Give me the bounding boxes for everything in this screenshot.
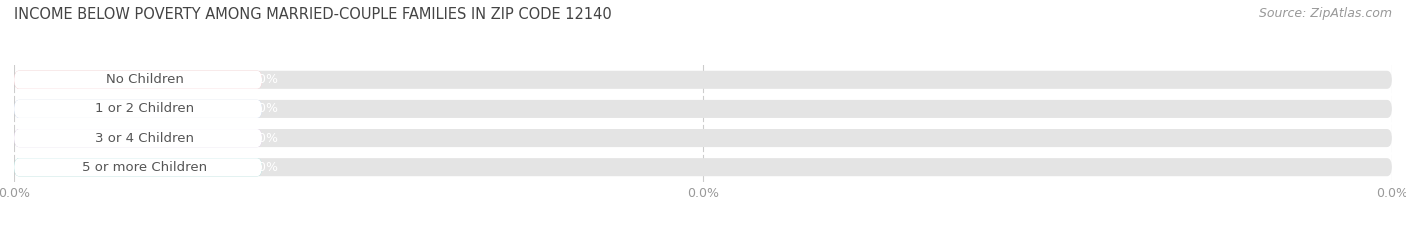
Text: 1 or 2 Children: 1 or 2 Children (96, 103, 194, 115)
Text: INCOME BELOW POVERTY AMONG MARRIED-COUPLE FAMILIES IN ZIP CODE 12140: INCOME BELOW POVERTY AMONG MARRIED-COUPL… (14, 7, 612, 22)
Text: 5 or more Children: 5 or more Children (83, 161, 208, 174)
Text: Source: ZipAtlas.com: Source: ZipAtlas.com (1258, 7, 1392, 20)
FancyBboxPatch shape (14, 158, 262, 176)
Text: 0.0%: 0.0% (246, 73, 278, 86)
FancyBboxPatch shape (14, 129, 1392, 147)
FancyBboxPatch shape (14, 129, 262, 147)
FancyBboxPatch shape (14, 71, 262, 89)
FancyBboxPatch shape (14, 158, 1392, 176)
Text: No Children: No Children (105, 73, 184, 86)
FancyBboxPatch shape (14, 100, 1392, 118)
FancyBboxPatch shape (14, 100, 262, 118)
Text: 0.0%: 0.0% (246, 103, 278, 115)
FancyBboxPatch shape (14, 158, 262, 176)
FancyBboxPatch shape (14, 71, 262, 89)
FancyBboxPatch shape (14, 129, 262, 147)
Text: 0.0%: 0.0% (246, 161, 278, 174)
FancyBboxPatch shape (14, 71, 1392, 89)
FancyBboxPatch shape (14, 100, 262, 118)
Text: 3 or 4 Children: 3 or 4 Children (96, 132, 194, 144)
Text: 0.0%: 0.0% (246, 132, 278, 144)
